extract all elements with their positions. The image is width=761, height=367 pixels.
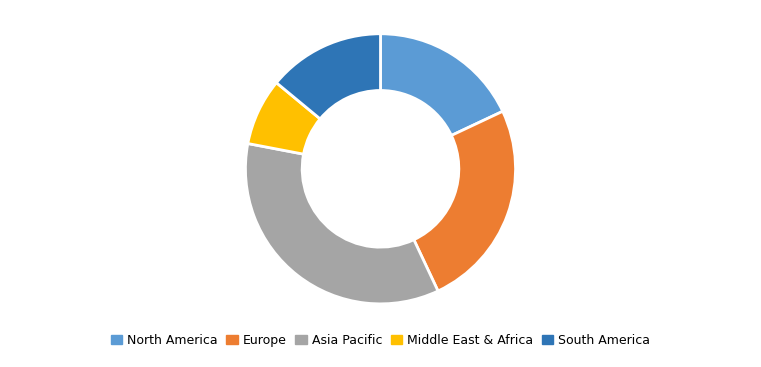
Wedge shape	[276, 34, 380, 119]
Legend: North America, Europe, Asia Pacific, Middle East & Africa, South America: North America, Europe, Asia Pacific, Mid…	[106, 328, 655, 352]
Wedge shape	[380, 34, 503, 135]
Wedge shape	[246, 143, 438, 304]
Wedge shape	[414, 111, 515, 291]
Wedge shape	[248, 83, 320, 154]
